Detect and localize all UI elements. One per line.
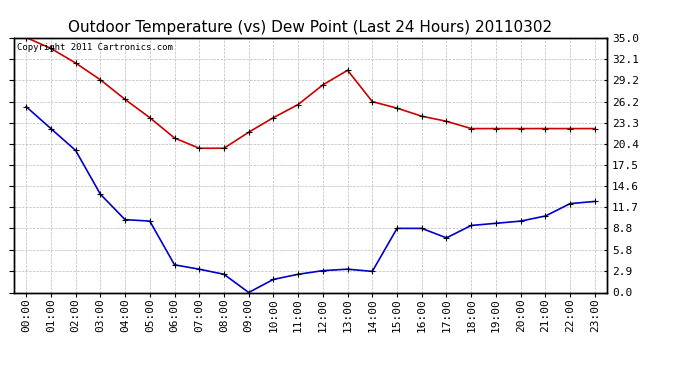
Text: Copyright 2011 Cartronics.com: Copyright 2011 Cartronics.com [17, 43, 172, 52]
Title: Outdoor Temperature (vs) Dew Point (Last 24 Hours) 20110302: Outdoor Temperature (vs) Dew Point (Last… [68, 20, 553, 35]
